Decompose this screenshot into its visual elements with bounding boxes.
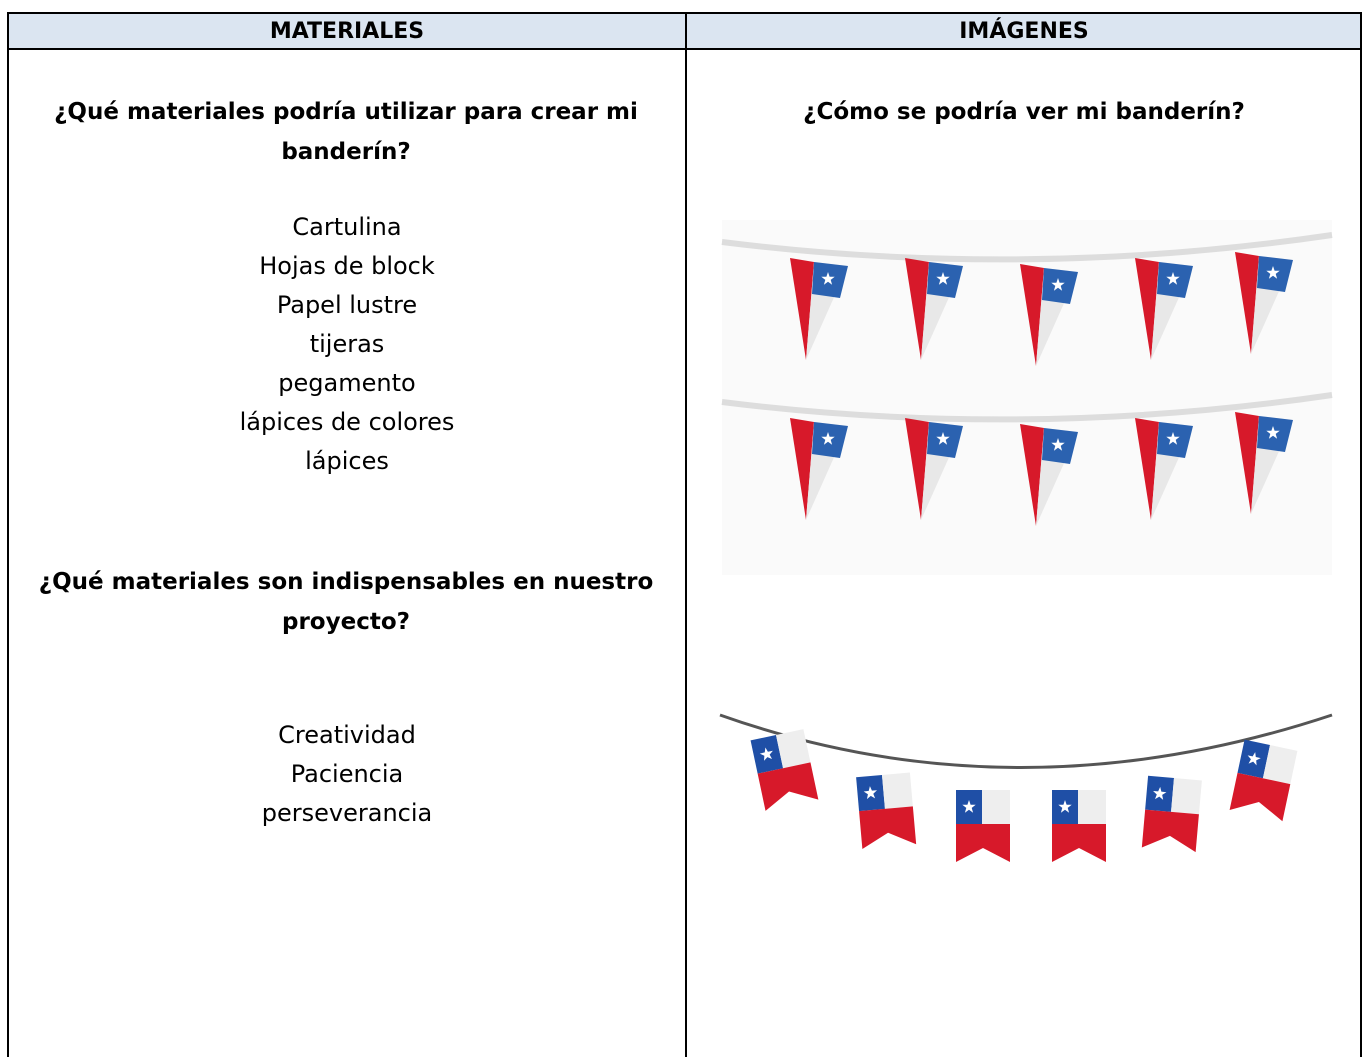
list-item: lápices bbox=[305, 447, 389, 475]
bunting-image bbox=[719, 713, 1333, 862]
star bbox=[1166, 432, 1180, 445]
list-item: Creatividad bbox=[278, 721, 416, 749]
pennant bbox=[905, 258, 963, 360]
star bbox=[1058, 800, 1072, 813]
flag bbox=[1229, 739, 1298, 822]
star bbox=[1266, 426, 1280, 439]
red bbox=[790, 418, 814, 520]
star bbox=[1051, 438, 1065, 451]
red bbox=[1229, 772, 1291, 822]
red bbox=[956, 824, 1010, 862]
star bbox=[1266, 266, 1280, 279]
star bbox=[936, 272, 950, 285]
star bbox=[1247, 752, 1261, 766]
flag bbox=[1141, 775, 1202, 853]
flag bbox=[750, 729, 819, 811]
red bbox=[1141, 809, 1199, 853]
white bbox=[776, 729, 811, 769]
red bbox=[1135, 418, 1159, 520]
flag bbox=[856, 772, 917, 849]
pennant bbox=[1135, 418, 1193, 520]
white bbox=[1262, 745, 1298, 785]
string bbox=[721, 392, 1333, 423]
materials-list: Cartulina Hojas de block Papel lustre tijer… bbox=[8, 208, 686, 481]
star bbox=[863, 786, 878, 800]
pennant bbox=[790, 418, 848, 520]
red bbox=[757, 762, 819, 811]
flag bbox=[956, 790, 1010, 862]
list-item: pegamento bbox=[278, 369, 416, 397]
white bbox=[882, 772, 913, 809]
border bbox=[1360, 12, 1362, 1057]
pennant bbox=[1235, 252, 1293, 354]
header-cell: IMÁGENES bbox=[686, 12, 1362, 50]
red bbox=[1052, 824, 1106, 862]
essentials-list: Creatividad Paciencia perseverancia bbox=[8, 716, 686, 833]
pennant bbox=[1235, 412, 1293, 514]
question: ¿Cómo se podría ver mi banderín? bbox=[803, 99, 1245, 125]
list-item: tijeras bbox=[309, 330, 385, 358]
red bbox=[1235, 252, 1259, 354]
pennant bbox=[1135, 258, 1193, 360]
string bbox=[719, 713, 1333, 769]
star bbox=[1153, 786, 1167, 800]
bunting-images bbox=[719, 220, 1333, 862]
string bbox=[721, 232, 1333, 263]
question: ¿Qué materiales son indispensables en nu… bbox=[38, 569, 654, 635]
list-item: Hojas de block bbox=[259, 252, 435, 280]
red bbox=[1235, 412, 1259, 514]
star bbox=[1166, 272, 1180, 285]
border bbox=[685, 12, 687, 1057]
star bbox=[821, 432, 835, 445]
red bbox=[905, 258, 929, 360]
question: ¿Qué materiales podría utilizar para cre… bbox=[54, 99, 638, 165]
pennant bbox=[905, 418, 963, 520]
list-item: Papel lustre bbox=[276, 291, 418, 319]
pennant bbox=[790, 258, 848, 360]
flag bbox=[1052, 790, 1106, 862]
header-cell: MATERIALES bbox=[8, 12, 686, 50]
list-item: Cartulina bbox=[292, 213, 402, 241]
white bbox=[1171, 778, 1202, 815]
star bbox=[1051, 278, 1065, 291]
red bbox=[1135, 258, 1159, 360]
red bbox=[1020, 264, 1044, 366]
bunting-image bbox=[721, 220, 1333, 575]
border bbox=[7, 12, 9, 1057]
list-item: Paciencia bbox=[290, 760, 404, 788]
red bbox=[790, 258, 814, 360]
red bbox=[905, 418, 929, 520]
red bbox=[1020, 424, 1044, 526]
white bbox=[1078, 790, 1106, 824]
star bbox=[962, 800, 976, 813]
star bbox=[759, 747, 773, 761]
pennant bbox=[1020, 424, 1078, 526]
star bbox=[936, 432, 950, 445]
list-item: lápices de colores bbox=[239, 408, 455, 436]
star bbox=[821, 272, 835, 285]
pennant bbox=[1020, 264, 1078, 366]
red bbox=[859, 806, 917, 849]
list-item: perseverancia bbox=[261, 799, 433, 827]
white bbox=[982, 790, 1010, 824]
